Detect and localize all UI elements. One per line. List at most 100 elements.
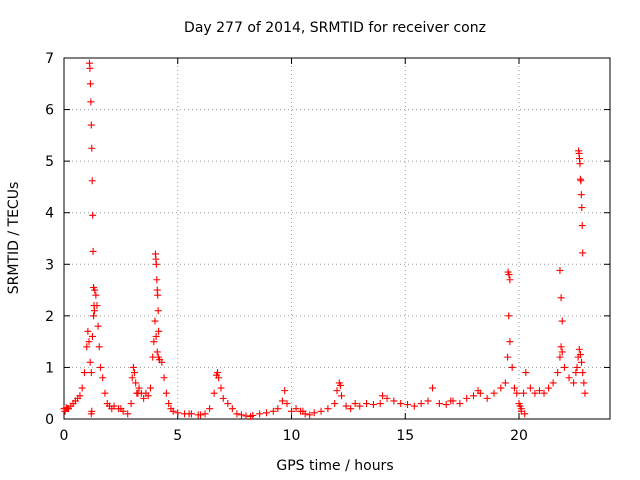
data-point [247, 412, 255, 420]
data-point [565, 374, 573, 382]
data-point [95, 343, 103, 351]
data-point [185, 410, 193, 418]
data-point [561, 363, 568, 371]
data-point [132, 379, 140, 387]
data-point [86, 80, 94, 88]
y-tick-label: 0 [45, 412, 54, 428]
data-point [306, 411, 314, 419]
data-point [140, 394, 148, 402]
data-point [215, 374, 223, 382]
data-point [351, 400, 359, 408]
data-point [510, 384, 518, 392]
data-point [508, 363, 516, 371]
data-point [336, 381, 344, 389]
data-point [576, 160, 584, 168]
grid-lines [64, 58, 610, 419]
data-point [117, 405, 125, 413]
y-tick-label: 2 [45, 309, 54, 325]
data-point [101, 389, 109, 397]
data-point [379, 392, 386, 400]
data-point [310, 409, 318, 417]
data-point [88, 144, 96, 152]
data-point [83, 343, 91, 351]
data-point [78, 384, 86, 392]
data-point [214, 369, 222, 377]
data-point [228, 405, 236, 413]
data-point [94, 322, 102, 330]
data-point [397, 400, 405, 408]
data-point [424, 397, 432, 405]
data-point [89, 247, 97, 255]
data-point [86, 64, 94, 72]
data-point [84, 327, 92, 335]
data-point [129, 363, 137, 371]
data-point [549, 379, 557, 387]
data-point [292, 405, 300, 413]
data-point [531, 389, 539, 397]
data-point [151, 317, 159, 325]
data-point [154, 291, 162, 299]
data-point [347, 405, 355, 413]
data-point [274, 405, 282, 413]
data-point [556, 266, 564, 274]
data-point [154, 307, 162, 315]
data-point [87, 369, 95, 377]
data-point [356, 402, 364, 410]
data-point [331, 400, 339, 408]
x-tick-label: 0 [60, 428, 69, 444]
data-point [404, 401, 412, 409]
data-point [174, 409, 182, 417]
chart-title: Day 277 of 2014, SRMTID for receiver con… [184, 20, 486, 36]
data-point [110, 402, 118, 410]
data-point [299, 407, 307, 415]
data-point [505, 271, 513, 279]
data-point [577, 191, 585, 199]
data-point [134, 389, 142, 397]
axis-ticks: 0 5 10 15 20 0 1 2 3 4 5 6 7 [45, 51, 610, 444]
data-point [447, 397, 455, 405]
data-point [90, 283, 98, 291]
data-point [578, 204, 586, 212]
data-point [522, 369, 530, 377]
data-point [88, 332, 96, 340]
data-point [131, 369, 139, 377]
data-point [526, 384, 534, 392]
data-point [262, 409, 270, 417]
data-point [557, 294, 565, 302]
data-point [87, 98, 95, 106]
data-point [463, 394, 471, 402]
data-point [88, 407, 96, 415]
data-point [158, 358, 166, 366]
data-point [557, 343, 565, 351]
data-point [535, 387, 543, 395]
data-point [417, 400, 425, 408]
data-point [160, 374, 168, 382]
data-point [506, 276, 514, 284]
data-point [90, 307, 98, 315]
data-point [442, 401, 450, 409]
plot-frame [63, 57, 611, 420]
data-point [429, 384, 437, 392]
data-point [197, 411, 204, 419]
data-point [256, 410, 264, 418]
data-point [153, 276, 161, 284]
data-point [578, 358, 586, 366]
x-tick-label: 15 [396, 428, 414, 444]
data-point [324, 405, 332, 413]
data-point [233, 410, 241, 418]
data-point [573, 363, 581, 371]
data-point [219, 394, 227, 402]
data-point [517, 405, 525, 413]
data-point [483, 394, 491, 402]
y-tick-label: 3 [45, 257, 54, 273]
data-point [92, 291, 100, 299]
data-point [474, 387, 482, 395]
data-point [165, 400, 173, 408]
data-point [153, 348, 161, 356]
data-point [146, 384, 154, 392]
data-points [60, 59, 589, 420]
data-point [554, 369, 562, 377]
data-point [363, 400, 371, 408]
y-tick-label: 5 [45, 154, 54, 170]
